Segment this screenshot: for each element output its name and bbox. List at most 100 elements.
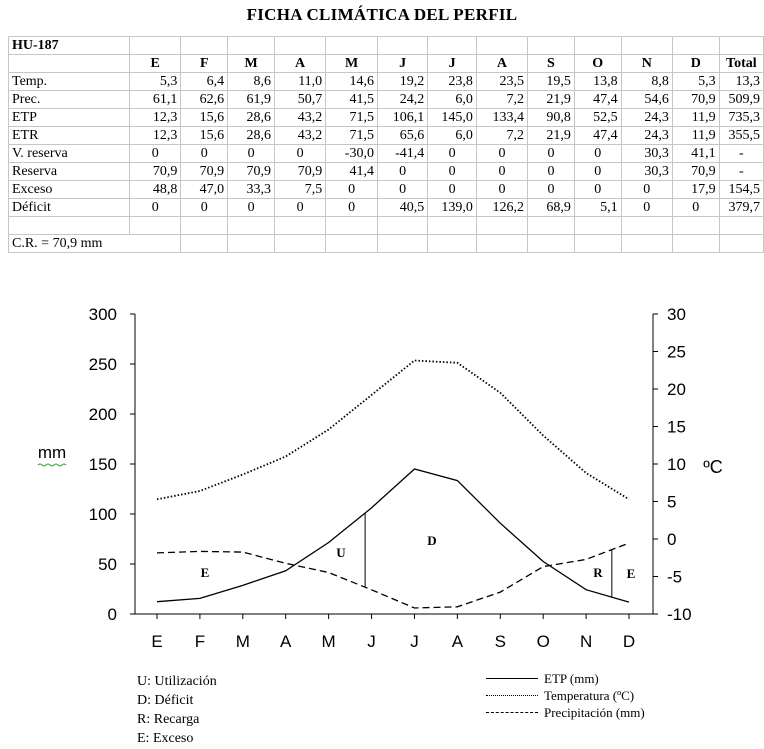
legend-deficit: D: Déficit xyxy=(137,693,194,708)
table-cell: 0 xyxy=(129,198,182,217)
y-tick-label-left: 100 xyxy=(89,505,117,524)
table-cell: 47,4 xyxy=(573,90,622,109)
y-tick-label-right: 20 xyxy=(667,380,686,399)
table-empty-cell xyxy=(325,216,378,235)
table-cell: 0 xyxy=(376,180,429,199)
table-cell: 0 xyxy=(620,198,673,217)
table-cell: 0 xyxy=(427,144,477,163)
x-tick-label: S xyxy=(495,632,506,651)
table-empty-cell xyxy=(427,216,477,235)
y-tick-label-left: 250 xyxy=(89,355,117,374)
y-tick-label-right: -5 xyxy=(667,568,682,587)
climate-table-body: HU-187 E F M A M J J A S O N D Total Temp. 5,3 6,4 8,6 11,… xyxy=(7,36,764,253)
table-empty-cell xyxy=(573,36,622,55)
table-row-label: V. reserva xyxy=(7,144,131,163)
x-tick-label: N xyxy=(580,632,592,651)
table-cell: 30,3 xyxy=(620,144,673,163)
table-cell: 0 xyxy=(129,144,182,163)
table-month-header: F xyxy=(180,54,229,73)
table-cell: 6,0 xyxy=(427,90,477,109)
table-month-header: N xyxy=(620,54,673,73)
table-cell: 0 xyxy=(180,198,229,217)
legend-temperatura-label: Temperatura (ºC) xyxy=(544,688,635,703)
table-cell: 0 xyxy=(573,180,622,199)
table-cell: 28,6 xyxy=(227,108,275,127)
table-total-cell: 13,3 xyxy=(718,72,764,91)
legend-temperatura: Temperatura (ºC) xyxy=(486,687,645,704)
table-month-header: O xyxy=(573,54,622,73)
table-row-label: Prec. xyxy=(7,90,131,109)
table-cell: 70,9 xyxy=(671,162,720,181)
table-month-header: E xyxy=(129,54,182,73)
table-empty-cell xyxy=(7,54,131,73)
table-cell: 15,6 xyxy=(180,108,229,127)
table-cell: 7,5 xyxy=(273,180,327,199)
table-empty-cell xyxy=(573,216,622,235)
table-empty-cell xyxy=(475,216,529,235)
table-empty-cell xyxy=(7,216,131,235)
table-cell: 5,1 xyxy=(573,198,622,217)
table-empty-cell xyxy=(376,216,429,235)
table-cell: 41,4 xyxy=(325,162,378,181)
table-total-cell: - xyxy=(718,162,764,181)
table-cell: 126,2 xyxy=(475,198,529,217)
table-cell: 12,3 xyxy=(129,108,182,127)
table-cell: 61,9 xyxy=(227,90,275,109)
x-tick-label: D xyxy=(623,632,635,651)
table-cell: 0 xyxy=(573,144,622,163)
table-cell: 106,1 xyxy=(376,108,429,127)
table-total-cell: - xyxy=(718,144,764,163)
table-cell: 6,4 xyxy=(180,72,229,91)
table-empty-cell xyxy=(227,216,275,235)
table-cr-cell: C.R. = 70,9 mm xyxy=(7,234,182,253)
table-cell: -30,0 xyxy=(325,144,378,163)
table-total-cell: 154,5 xyxy=(718,180,764,199)
table-cell: 43,2 xyxy=(273,126,327,145)
table-code-row: HU-187 xyxy=(7,36,764,55)
table-cell: 13,8 xyxy=(573,72,622,91)
zone-label-4: E xyxy=(627,566,636,581)
table-cell: 6,0 xyxy=(427,126,477,145)
zone-label-2: D xyxy=(427,533,436,548)
table-cell: 70,9 xyxy=(227,162,275,181)
table-cell: 21,9 xyxy=(527,126,575,145)
table-cell: 17,9 xyxy=(671,180,720,199)
table-cell: 54,6 xyxy=(620,90,673,109)
table-cell: 50,7 xyxy=(273,90,327,109)
table-month-header: J xyxy=(427,54,477,73)
table-cell: 19,2 xyxy=(376,72,429,91)
table-cell: 52,5 xyxy=(573,108,622,127)
x-tick-label: M xyxy=(236,632,250,651)
table-empty-cell xyxy=(180,216,229,235)
table-empty-cell xyxy=(671,234,720,253)
legend-utilizacion: U: Utilización xyxy=(137,674,217,689)
legend-exceso: E: Exceso xyxy=(137,731,194,746)
table-cell: 0 xyxy=(376,162,429,181)
table-month-header: A xyxy=(273,54,327,73)
table-cell: 61,1 xyxy=(129,90,182,109)
table-row: V. reserva 0 0 0 0 -30,0 -41,4 0 0 0 0 30,3 41,1- xyxy=(7,144,764,163)
table-empty-cell xyxy=(475,234,529,253)
table-cell: 0 xyxy=(573,162,622,181)
table-empty-cell xyxy=(620,216,673,235)
table-cell: 41,1 xyxy=(671,144,720,163)
table-row: Temp. 5,3 6,4 8,6 11,0 14,6 19,2 23,8 23,5 19,5 13… xyxy=(7,72,764,91)
x-tick-label: A xyxy=(452,632,464,651)
table-cell: 0 xyxy=(671,198,720,217)
legend-etp-swatch xyxy=(486,678,538,679)
table-cell: 0 xyxy=(427,180,477,199)
spellcheck-underline xyxy=(37,463,67,467)
table-row-label: Temp. xyxy=(7,72,131,91)
zone-label-1: U xyxy=(336,545,346,560)
table-cell: 0 xyxy=(227,144,275,163)
table-empty-cell xyxy=(227,36,275,55)
table-row: ETR 12,3 15,6 28,6 43,2 71,5 65,6 6,0 7,2 21,9 47,… xyxy=(7,126,764,145)
x-tick-label: M xyxy=(322,632,336,651)
legend-etp: ETP (mm) xyxy=(486,670,645,687)
table-cell: 8,8 xyxy=(620,72,673,91)
table-cell: 0 xyxy=(325,180,378,199)
table-cell: 12,3 xyxy=(129,126,182,145)
series-line-temperatura xyxy=(156,359,630,501)
x-tick-label: O xyxy=(537,632,550,651)
table-cell: 8,6 xyxy=(227,72,275,91)
